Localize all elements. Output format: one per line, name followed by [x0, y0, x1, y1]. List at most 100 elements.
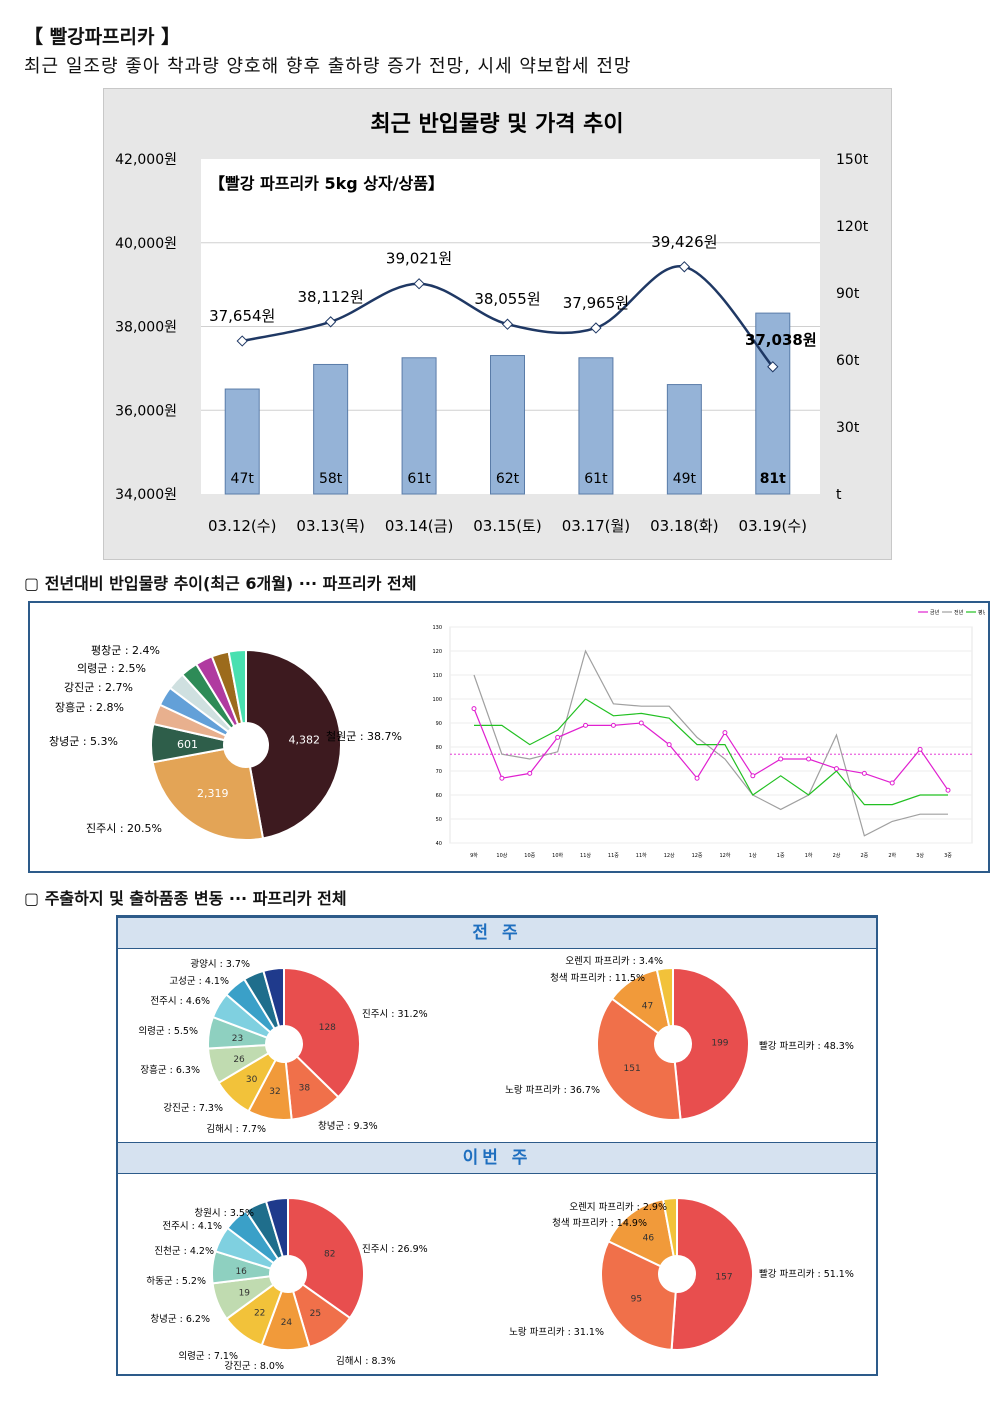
x-tick-label: 11하 — [636, 852, 647, 859]
pie-label: 의령군 : 5.5% — [138, 1025, 198, 1037]
price-point — [324, 316, 337, 328]
bar-label: 61t — [407, 471, 431, 487]
bar-label: 47t — [231, 471, 255, 487]
pie-label: 빨강 파프리카 : 48.3% — [759, 1041, 854, 1052]
slice-value: 2,319 — [197, 787, 229, 800]
bar — [224, 388, 260, 495]
pie-label: 진천군 : 4.2% — [154, 1246, 214, 1257]
pie-label: 김해시 : 7.7% — [206, 1123, 266, 1135]
series-point — [833, 766, 839, 772]
bar-label: 49t — [673, 471, 697, 487]
price-label: 37,038원 — [745, 331, 817, 349]
series-point — [527, 770, 533, 776]
series-point — [583, 722, 589, 728]
pie-label: 강진군 : 8.0% — [224, 1361, 284, 1372]
x-tick-label: 1중 — [777, 853, 785, 859]
price-label: 37,654원 — [209, 307, 275, 325]
pie-slice — [670, 1196, 754, 1351]
y-tick-label: 40 — [436, 841, 442, 847]
pie-slice — [600, 1239, 677, 1351]
pie-label: 장흥군 : 2.8% — [55, 700, 124, 714]
slice-value: 128 — [319, 1023, 336, 1033]
page-title: 【 빨강파프리카 】 — [24, 26, 181, 48]
series-point — [806, 756, 812, 762]
slice-value: 32 — [269, 1087, 280, 1097]
pie-label: 강진군 : 7.3% — [163, 1103, 223, 1114]
price-point — [678, 261, 691, 273]
price-point — [590, 322, 602, 334]
y-tick-label: 110 — [432, 673, 442, 679]
x-tick-label: 12상 — [664, 852, 675, 859]
series-point — [945, 787, 951, 793]
slice-value: 30 — [246, 1075, 258, 1085]
chart-title: 최근 반입물량 및 가격 추이 — [370, 112, 623, 137]
pie-label: 노랑 파프리카 : 36.7% — [505, 1084, 600, 1096]
x-tick-label: 12중 — [692, 853, 703, 859]
series-line — [473, 649, 948, 837]
series-point — [666, 742, 672, 748]
price-label: 38,055원 — [474, 290, 540, 308]
bar — [666, 384, 702, 495]
x-tick-label: 03.12(수) — [208, 517, 276, 535]
legend-label: 평년 — [978, 609, 985, 616]
series-point — [555, 734, 561, 740]
series-point — [610, 722, 616, 728]
legend-label: 금년 — [930, 609, 940, 616]
pie-label: 광양시 : 3.7% — [190, 958, 250, 970]
series-point — [694, 775, 700, 781]
slice-value: 23 — [232, 1034, 243, 1044]
price-label: 39,021원 — [386, 250, 452, 268]
price-label: 38,112원 — [297, 288, 363, 306]
y-tick-label: 130 — [432, 625, 442, 631]
y-tick-label: 70 — [436, 769, 442, 775]
series-point — [889, 780, 895, 786]
x-tick-label: 03.18(화) — [650, 517, 718, 535]
pie-slice — [287, 1196, 365, 1320]
plot-area — [449, 626, 973, 844]
pie-label: 장흥군 : 6.3% — [140, 1064, 200, 1076]
slice-value: 199 — [711, 1039, 728, 1049]
right-tick-label: 30t — [836, 420, 860, 436]
section-title-shipping: ▢ 주출하지 및 출하품종 변동 ··· 파프리카 전체 — [24, 889, 347, 908]
pie-label: 하동군 : 5.2% — [146, 1275, 206, 1287]
slice-value: 157 — [715, 1273, 732, 1283]
pie-slice — [596, 997, 682, 1121]
right-tick-label: 60t — [836, 353, 860, 369]
pie-label: 전주시 : 4.1% — [162, 1221, 222, 1232]
pie-label: 창녕군 : 9.3% — [318, 1121, 378, 1132]
slice-value: 4,382 — [289, 734, 321, 747]
slice-value: 601 — [177, 738, 198, 751]
this-region-pie: 82 25 24 22 19 16 진주시 : 26.9% 김해시 : 8.3% 강진군 : 8… — [146, 1196, 428, 1372]
pie-label: 의령군 : 2.5% — [77, 662, 146, 675]
slice-value: 26 — [233, 1055, 245, 1065]
pie-label: 진주시 : 31.2% — [362, 1009, 428, 1020]
pie-slice — [264, 1196, 289, 1259]
x-tick-label: 9하 — [470, 852, 478, 859]
price-label: 39,426원 — [651, 233, 717, 251]
pie-label: 고성군 : 4.1% — [169, 976, 229, 987]
pie-label: 청색 파프리카 : 14.9% — [552, 1218, 647, 1229]
x-tick-label: 03.17(월) — [562, 517, 630, 535]
x-tick-label: 11중 — [608, 853, 619, 859]
bar — [490, 355, 525, 495]
this-week-band: 이번 주 — [118, 1142, 876, 1174]
pie-slice — [672, 966, 750, 1121]
chart-subtitle: 【빨강 파프리카 5kg 상자/상품】 — [209, 174, 444, 193]
series-point — [471, 706, 477, 712]
x-tick-label: 03.19(수) — [739, 517, 807, 535]
price-label: 37,965원 — [563, 294, 629, 312]
x-tick-label: 1하 — [805, 852, 813, 859]
pie-slice — [661, 1196, 678, 1258]
x-tick-label: 1상 — [749, 852, 757, 859]
this-variety-pie: 157 95 46 빨강 파프리카 : 51.1% 노랑 파프리카 : 31.1% 청색 … — [509, 1196, 854, 1351]
pie-label: 청색 파프리카 : 11.5% — [550, 973, 645, 984]
x-tick-label: 2중 — [860, 853, 868, 859]
price-point — [413, 278, 425, 290]
prev-variety-pie: 199 151 47 빨강 파프리카 : 48.3% 노랑 파프리카 : 36.7% 청색… — [505, 956, 854, 1121]
slice-value: 46 — [643, 1234, 655, 1244]
x-tick-label: 03.14(금) — [385, 517, 453, 535]
pie-label: 철원군 : 38.7% — [326, 730, 402, 743]
y-tick-label: 90 — [436, 721, 442, 727]
slice-value: 19 — [239, 1288, 251, 1298]
